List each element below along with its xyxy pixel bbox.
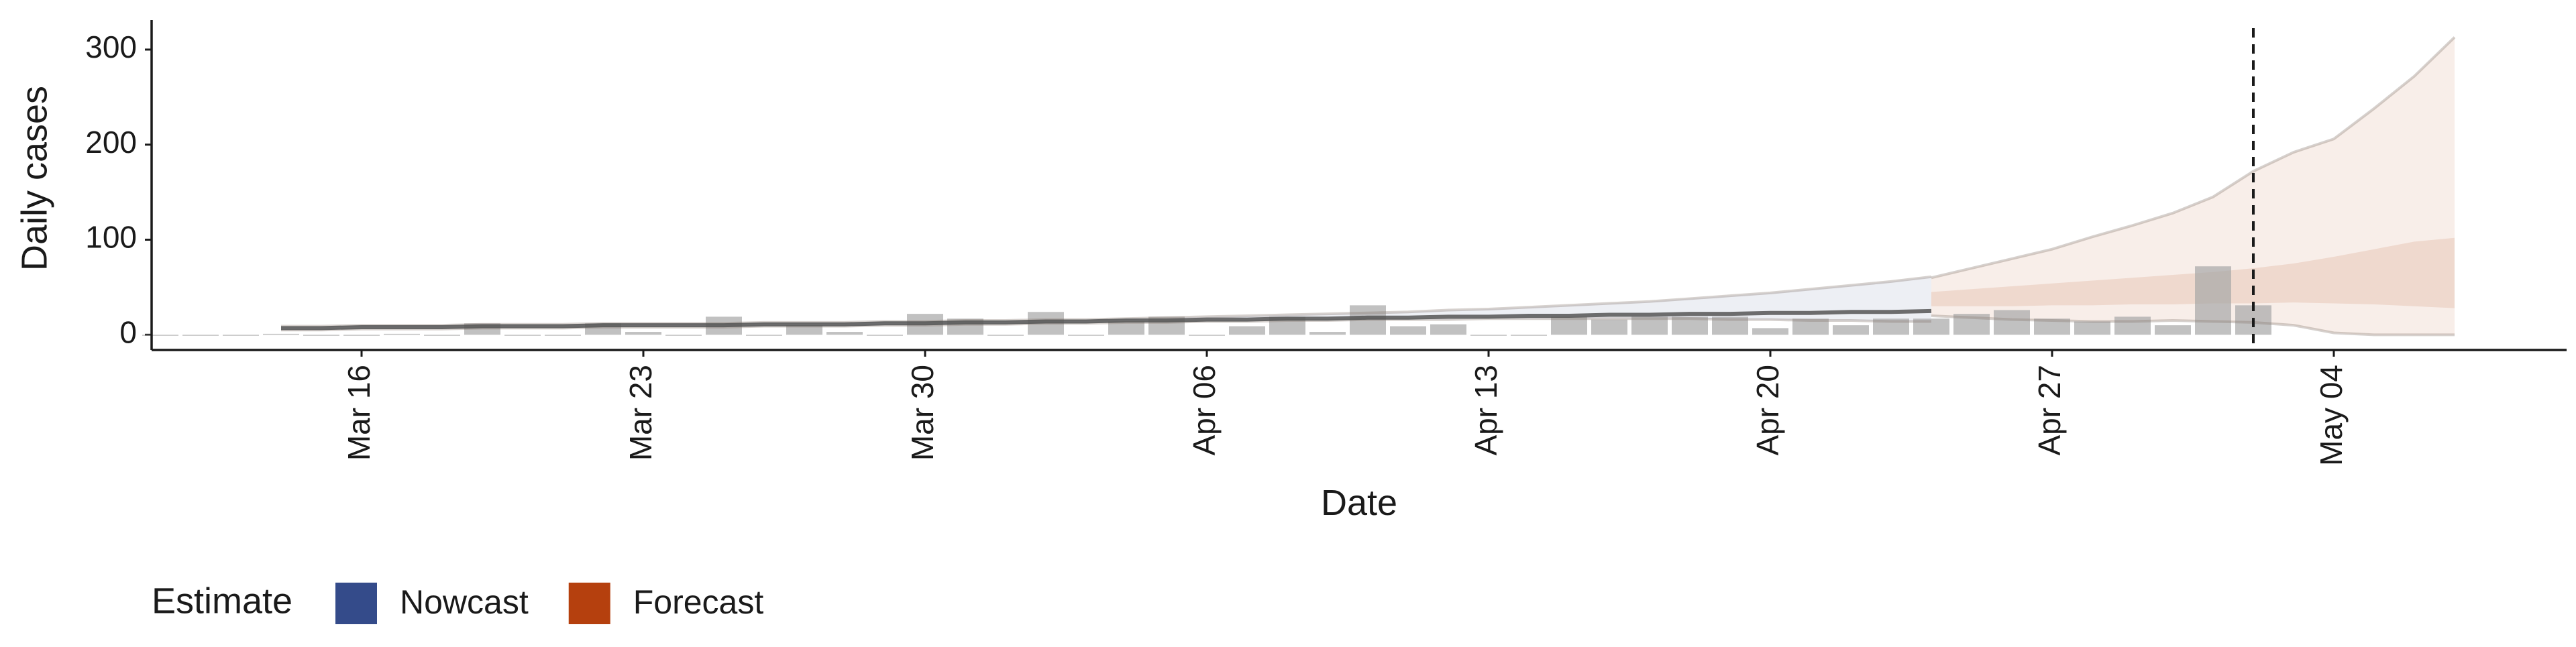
bar [2195, 266, 2231, 335]
bar [625, 332, 661, 335]
bar [867, 335, 903, 336]
legend-swatch [568, 583, 610, 624]
legend-label: Forecast [633, 583, 764, 621]
bar [1108, 321, 1144, 335]
bar [343, 335, 380, 336]
x-tick-label: Mar 23 [623, 365, 658, 461]
x-tick-label: Apr 27 [2032, 365, 2067, 456]
bar [504, 335, 541, 336]
x-tick-label: Mar 16 [341, 365, 376, 461]
bar [1833, 325, 1869, 335]
bar [1712, 316, 1748, 335]
bar [665, 335, 702, 336]
bar [1591, 319, 1627, 335]
bar [223, 335, 259, 336]
bar [1551, 316, 1587, 335]
bar [424, 335, 460, 336]
bar [1873, 318, 1909, 335]
bar [1390, 326, 1426, 335]
bar [1913, 318, 1949, 335]
legend-label: Nowcast [400, 583, 529, 621]
median-line [281, 308, 1932, 331]
y-tick-label: 300 [85, 30, 137, 64]
bar [2155, 325, 2191, 335]
bar [1470, 335, 1507, 336]
bar [545, 335, 581, 336]
x-tick-label: Apr 13 [1468, 365, 1503, 456]
bar [1189, 335, 1225, 336]
x-tick-label: Mar 30 [905, 365, 940, 461]
bar [1752, 328, 1788, 335]
bar [384, 333, 420, 335]
x-axis-title: Date [1321, 483, 1397, 523]
bar [1953, 314, 1990, 335]
ribbon-edge [1931, 314, 2455, 337]
y-tick-label: 200 [85, 125, 137, 160]
bar [263, 333, 299, 335]
bar [987, 335, 1024, 336]
bar [1309, 332, 1346, 335]
legend-swatch [335, 583, 377, 624]
bar [1672, 316, 1708, 335]
bar [746, 335, 782, 336]
bar [2114, 316, 2151, 335]
ribbon-50 [1931, 237, 2455, 308]
bar [1430, 324, 1466, 335]
bar [2034, 318, 2070, 335]
y-tick-label: 100 [85, 220, 137, 255]
x-tick-label: Apr 20 [1750, 365, 1785, 456]
ribbon-edge [1931, 36, 2456, 280]
x-tick-label: Apr 06 [1187, 365, 1222, 456]
bar [303, 335, 339, 336]
bar [786, 325, 822, 335]
bar [1631, 316, 1668, 335]
ribbon-90 [1931, 37, 2455, 335]
legend-title: Estimate [152, 581, 292, 621]
bar [826, 332, 863, 335]
bar [1350, 305, 1386, 335]
bar [142, 335, 178, 336]
bar [1792, 318, 1829, 335]
bar [2074, 321, 2110, 335]
bar [1511, 335, 1547, 336]
bar [1229, 326, 1265, 335]
bar [182, 335, 219, 336]
bar [1994, 310, 2030, 335]
y-axis-title: Daily cases [14, 86, 54, 271]
x-tick-label: May 04 [2314, 365, 2349, 466]
bar [1068, 335, 1104, 336]
y-tick-label: 0 [119, 314, 137, 349]
